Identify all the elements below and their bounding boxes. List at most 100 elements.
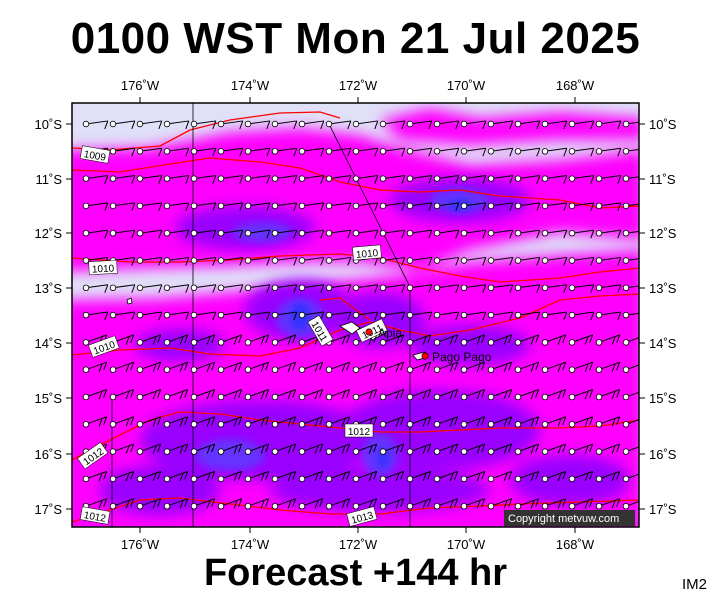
wind-barb bbox=[190, 498, 216, 510]
isobar-label-1010-a: 1010 bbox=[88, 260, 118, 276]
wind-barb bbox=[487, 202, 514, 212]
wind-barb bbox=[433, 120, 460, 130]
wind-barb bbox=[568, 120, 595, 130]
isobar-label-1012-b: 1012 bbox=[344, 423, 374, 438]
wind-barb bbox=[298, 202, 325, 212]
wind-barb bbox=[406, 443, 432, 455]
svg-text:15˚S: 15˚S bbox=[649, 391, 677, 406]
wind-barb bbox=[244, 175, 271, 184]
wind-barb bbox=[271, 311, 298, 321]
wind-barb bbox=[514, 284, 541, 293]
map-frame bbox=[71, 102, 640, 528]
wind-barb bbox=[568, 361, 594, 373]
wind-barb bbox=[568, 147, 595, 157]
wind-barb bbox=[190, 334, 216, 346]
svg-text:16˚S: 16˚S bbox=[649, 447, 677, 462]
wind-barb bbox=[109, 175, 136, 184]
wind-barb bbox=[190, 256, 217, 266]
wind-barb bbox=[460, 361, 486, 373]
wind-barbs bbox=[82, 120, 639, 510]
wind-barb bbox=[325, 175, 352, 184]
wind-barb bbox=[298, 361, 324, 373]
wind-barb bbox=[622, 148, 639, 155]
wind-barb bbox=[244, 120, 271, 130]
wind-barb bbox=[514, 470, 540, 483]
wind-barb bbox=[514, 416, 540, 428]
svg-text:10˚S: 10˚S bbox=[35, 117, 63, 132]
map-title: 0100 WST Mon 21 Jul 2025 bbox=[70, 14, 641, 63]
svg-text:174˚W: 174˚W bbox=[231, 78, 270, 93]
wind-barb bbox=[190, 120, 217, 130]
wind-barb bbox=[514, 202, 541, 212]
forecast-label: Forecast +144 hr bbox=[203, 552, 508, 594]
wind-barb bbox=[217, 498, 243, 510]
wind-barb bbox=[406, 389, 432, 401]
wind-barb bbox=[136, 120, 163, 130]
wind-barb bbox=[325, 120, 352, 130]
wind-barb bbox=[433, 416, 459, 428]
wind-barb bbox=[568, 311, 595, 321]
wind-barb bbox=[433, 202, 460, 212]
wind-barb bbox=[271, 120, 298, 130]
wind-barb bbox=[352, 470, 378, 483]
wind-barb bbox=[622, 229, 639, 237]
svg-text:13˚S: 13˚S bbox=[649, 281, 677, 296]
wind-barb bbox=[487, 120, 514, 130]
wind-barb bbox=[136, 334, 162, 346]
wind-barb bbox=[325, 147, 352, 157]
wind-barb bbox=[406, 229, 433, 239]
wind-barb bbox=[541, 443, 567, 455]
wind-barb bbox=[190, 443, 216, 455]
wind-barb bbox=[487, 334, 513, 346]
wind-barb bbox=[622, 419, 639, 428]
wind-barb bbox=[325, 389, 351, 401]
wind-barb bbox=[541, 311, 568, 321]
wind-barb bbox=[433, 389, 459, 401]
wind-barb bbox=[325, 256, 352, 266]
wind-barb bbox=[298, 389, 324, 401]
wind-barb bbox=[541, 389, 567, 401]
svg-text:174˚W: 174˚W bbox=[231, 537, 270, 552]
svg-text:17˚S: 17˚S bbox=[35, 502, 63, 517]
wind-barb bbox=[514, 120, 541, 130]
wind-barb bbox=[271, 334, 297, 346]
svg-text:1012: 1012 bbox=[348, 427, 371, 438]
wind-barb bbox=[298, 498, 324, 510]
wind-barb bbox=[622, 391, 639, 401]
wind-barb bbox=[163, 229, 190, 239]
wind-barb bbox=[487, 470, 513, 483]
wind-barb bbox=[595, 389, 621, 401]
wind-barb bbox=[460, 284, 487, 293]
wind-barb bbox=[487, 361, 513, 373]
wind-barb bbox=[217, 147, 244, 157]
wind-barb bbox=[406, 416, 432, 428]
wind-barb bbox=[244, 470, 270, 483]
wind-barb bbox=[541, 202, 568, 212]
wind-barb bbox=[352, 361, 378, 373]
wind-barb bbox=[568, 229, 595, 239]
svg-text:172˚W: 172˚W bbox=[339, 78, 378, 93]
wind-barb bbox=[541, 284, 568, 293]
wind-barb bbox=[325, 498, 351, 510]
wind-barb bbox=[217, 334, 243, 346]
wind-barb bbox=[109, 416, 135, 428]
wind-barb bbox=[109, 120, 136, 130]
wind-barb bbox=[487, 416, 513, 428]
wind-barb bbox=[163, 498, 189, 510]
wind-barb bbox=[433, 361, 459, 373]
wind-barb bbox=[379, 202, 406, 212]
wind-barb bbox=[568, 175, 595, 184]
wind-barb bbox=[433, 334, 459, 346]
wind-barb bbox=[163, 120, 190, 130]
svg-text:176˚W: 176˚W bbox=[121, 78, 160, 93]
wind-barb bbox=[136, 443, 162, 455]
wind-barb bbox=[244, 147, 271, 157]
wind-barb bbox=[244, 229, 271, 239]
wind-barb bbox=[136, 361, 162, 373]
wind-barb bbox=[379, 334, 405, 346]
wind-barb bbox=[163, 284, 190, 293]
wind-barb bbox=[298, 229, 325, 239]
wind-barb bbox=[595, 120, 622, 130]
wind-barb bbox=[622, 202, 639, 210]
wind-barb bbox=[595, 416, 621, 428]
